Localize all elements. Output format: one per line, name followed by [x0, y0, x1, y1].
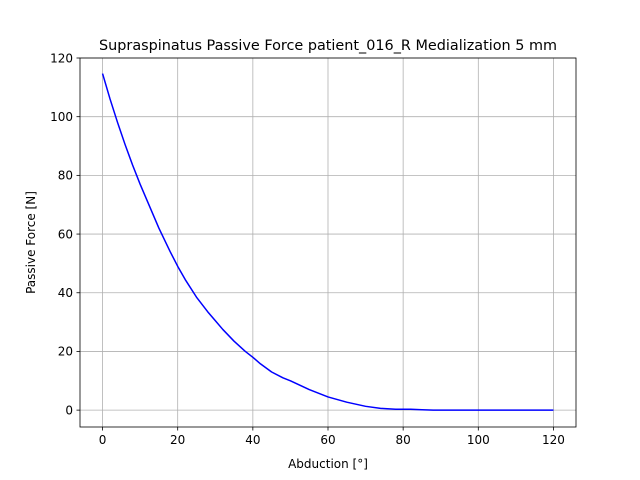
y-tick-label: 120 [50, 51, 73, 65]
y-tick-label: 80 [58, 169, 73, 183]
y-tick-label: 60 [58, 227, 73, 241]
y-tick-label: 20 [58, 345, 73, 359]
x-tick-label: 20 [170, 433, 185, 447]
y-tick-label: 40 [58, 286, 73, 300]
y-axis-label: Passive Force [N] [24, 191, 38, 294]
series-line [101, 73, 554, 411]
x-tick-label: 100 [467, 433, 490, 447]
x-tick-label: 40 [245, 433, 260, 447]
y-axis: 0 20 40 60 80 100 120 [50, 51, 80, 417]
x-tick-label: 120 [542, 433, 565, 447]
x-tick-label: 60 [320, 433, 335, 447]
series-group [101, 73, 554, 411]
y-tick-label: 0 [65, 403, 73, 417]
y-tick-label: 100 [50, 110, 73, 124]
x-tick-label: 0 [99, 433, 107, 447]
x-axis: 0 20 40 60 80 100 120 [99, 427, 565, 447]
x-axis-label: Abduction [°] [288, 457, 368, 471]
x-tick-label: 80 [396, 433, 411, 447]
chart-title: Supraspinatus Passive Force patient_016_… [99, 38, 557, 54]
